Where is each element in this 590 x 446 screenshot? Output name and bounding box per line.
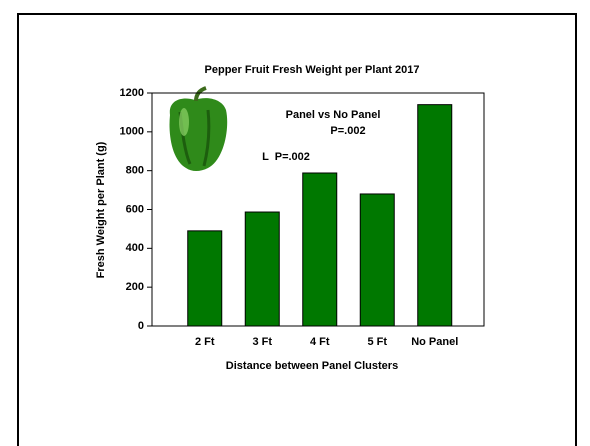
page: {"chart_data": {"type": "bar", "title": …: [0, 0, 590, 446]
chart-title: Pepper Fruit Fresh Weight per Plant 2017: [205, 64, 420, 76]
x-tick-label: 3 Ft: [252, 336, 272, 348]
bar: [418, 105, 452, 326]
annotation: Panel vs No Panel: [286, 109, 381, 121]
y-tick-label: 1200: [120, 87, 144, 99]
x-tick-label: 2 Ft: [195, 336, 215, 348]
y-tick-label: 0: [138, 320, 144, 332]
y-tick-label: 600: [126, 203, 144, 215]
bar: [303, 173, 337, 326]
y-axis-title: Fresh Weight per Plant (g): [95, 141, 107, 278]
y-tick-label: 1000: [120, 126, 144, 138]
y-tick-label: 200: [126, 281, 144, 293]
pepper-image: [170, 88, 228, 171]
chart: Pepper Fruit Fresh Weight per Plant 2017…: [0, 0, 590, 446]
x-tick-label: 4 Ft: [310, 336, 330, 348]
bar: [360, 194, 394, 326]
x-axis-title: Distance between Panel Clusters: [226, 360, 398, 372]
y-tick-label: 800: [126, 165, 144, 177]
bar: [245, 212, 279, 326]
x-tick-label: 5 Ft: [367, 336, 387, 348]
annotation: P=.002: [330, 125, 365, 137]
y-tick-label: 400: [126, 242, 144, 254]
bar: [188, 231, 222, 326]
annotation: L P=.002: [262, 151, 310, 163]
x-tick-label: No Panel: [411, 336, 458, 348]
